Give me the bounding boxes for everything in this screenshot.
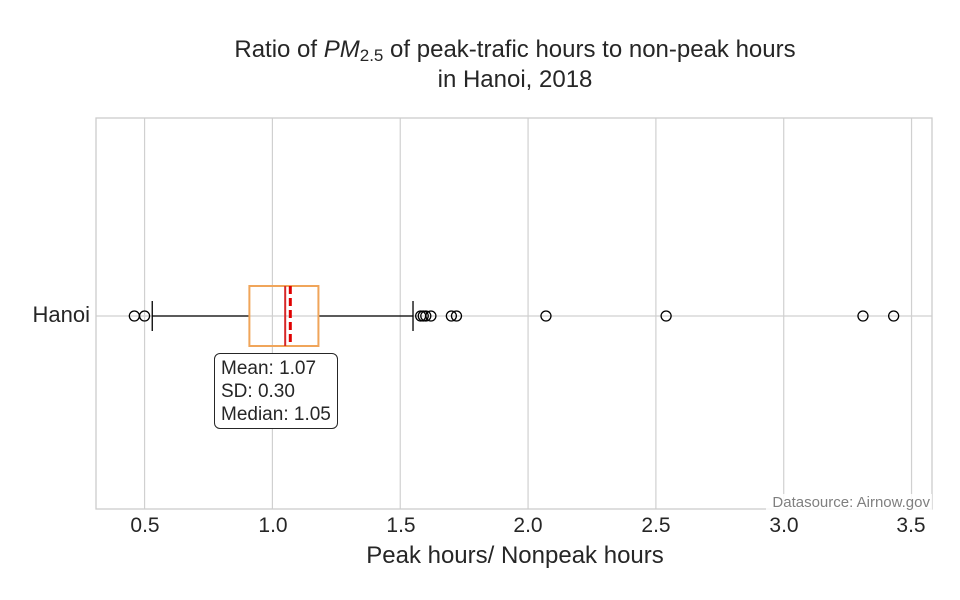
- x-tick-label: 3.5: [896, 514, 926, 537]
- stats-annotation: Mean: 1.07 SD: 0.30 Median: 1.05: [214, 353, 338, 429]
- x-tick-label: 2.0: [513, 514, 543, 537]
- outlier-point: [888, 310, 900, 322]
- stats-mean: Mean: 1.07: [221, 358, 317, 379]
- title-pm: PM: [323, 36, 360, 63]
- datasource-note: Datasource: Airnow.gov: [766, 494, 932, 511]
- x-axis-label: Peak hours/ Nonpeak hours: [366, 542, 664, 569]
- stats-median: Median: 1.05: [221, 404, 331, 425]
- x-tick-label: 2.5: [641, 514, 671, 537]
- chart-title-line2: in Hanoi, 2018: [437, 66, 593, 93]
- stats-sd: SD: 0.30: [221, 381, 295, 402]
- x-tick-label: 3.0: [769, 514, 799, 537]
- iqr-box: [248, 285, 320, 347]
- y-tick-label-hanoi: Hanoi: [32, 302, 90, 327]
- outlier-point: [540, 310, 552, 322]
- outlier-point: [445, 310, 458, 322]
- outlier-point: [138, 310, 151, 322]
- outlier-point: [450, 310, 463, 322]
- outlier-point: [857, 310, 869, 322]
- x-tick-label: 1.5: [386, 514, 416, 537]
- plot-frame: [95, 117, 933, 510]
- x-tick-label: 0.5: [130, 514, 160, 537]
- outlier-point: [420, 310, 432, 322]
- x-tick-label: 1.0: [258, 514, 288, 537]
- title-subscript: 2.5: [359, 46, 384, 65]
- outlier-point: [425, 310, 437, 322]
- outlier-point: [660, 310, 672, 322]
- chart-title: Ratio of PM2.5 of peak-trafic hours to n…: [234, 36, 796, 65]
